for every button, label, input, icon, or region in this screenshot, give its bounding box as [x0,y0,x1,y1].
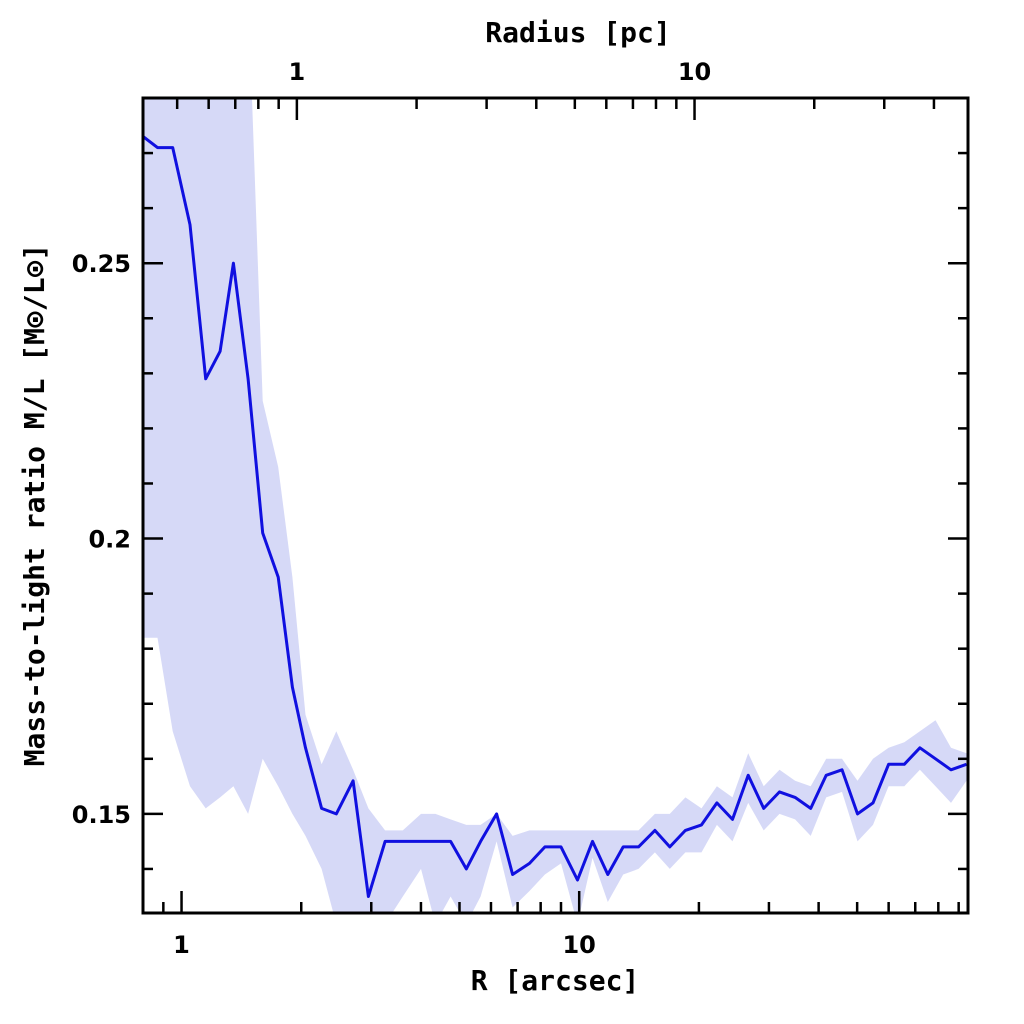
y-tick-label: 0.2 [88,526,131,554]
y-tick-label: 0.25 [72,250,131,278]
top-axis-title: Radius [pc] [485,16,670,49]
y-axis-title: Mass-to-light ratio M/L [M⊙/L⊙] [18,244,51,767]
y-tick-label: 0.15 [72,801,131,829]
x-tick-label: 1 [173,931,190,959]
x2-tick-label: 1 [289,58,306,86]
uncertainty-band [143,98,967,913]
x-axis-title: R [arcsec] [471,964,640,997]
x2-tick-label: 10 [678,58,711,86]
axis-ticks [141,96,968,913]
tick-labels: 1 10 1 10 0.15 0.2 0.25 [72,58,711,959]
plot-area [143,98,968,913]
x-tick-label: 10 [562,931,595,959]
mass-to-light-line [143,135,968,898]
plot-frame [141,96,970,915]
